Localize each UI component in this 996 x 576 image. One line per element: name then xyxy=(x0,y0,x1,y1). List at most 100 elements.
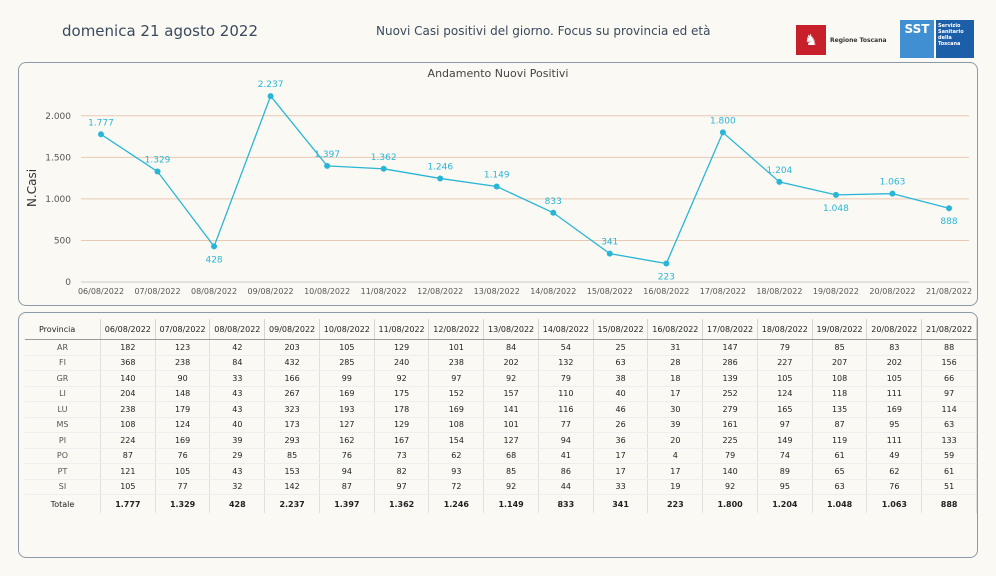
province-cell: GR xyxy=(25,370,101,387)
cases-cell: 108 xyxy=(812,370,868,387)
data-point xyxy=(550,209,557,216)
cases-cell: 77 xyxy=(538,417,594,433)
data-point xyxy=(776,178,783,185)
cases-cell: 133 xyxy=(921,432,977,449)
total-cell: 1.048 xyxy=(812,494,868,513)
data-point xyxy=(98,131,104,138)
cases-cell: 240 xyxy=(374,355,430,371)
x-tick-label: 18/08/2022 xyxy=(756,287,802,296)
x-tick-label: 11/08/2022 xyxy=(361,287,407,296)
province-cell: PO xyxy=(25,448,101,464)
date-column-header: 21/08/2022 xyxy=(921,319,977,340)
cases-cell: 139 xyxy=(702,370,758,387)
cases-cell: 18 xyxy=(647,370,704,387)
pegasus-icon: ♞ xyxy=(796,25,826,55)
cases-cell: 73 xyxy=(374,448,430,464)
cases-cell: 225 xyxy=(702,432,758,449)
cases-cell: 26 xyxy=(593,417,649,433)
cases-cell: 20 xyxy=(647,432,704,449)
cases-cell: 142 xyxy=(264,479,320,495)
cases-cell: 84 xyxy=(209,355,266,371)
cases-cell: 293 xyxy=(264,432,320,449)
cases-cell: 49 xyxy=(866,448,923,464)
cases-cell: 59 xyxy=(921,448,977,464)
cases-cell: 114 xyxy=(921,401,977,418)
data-label: 833 xyxy=(545,197,562,207)
cases-cell: 32 xyxy=(209,479,266,495)
cases-cell: 4 xyxy=(647,448,704,464)
header-date: domenica 21 agosto 2022 xyxy=(62,22,258,40)
cases-cell: 279 xyxy=(702,401,758,418)
data-label: 1.397 xyxy=(314,150,340,160)
total-cell: 1.329 xyxy=(155,494,211,513)
table-row: PI 224 169 39 293 162 167 154 127 94 36 20 225 149 119… xyxy=(25,432,977,449)
cases-cell: 63 xyxy=(812,479,868,495)
cases-cell: 173 xyxy=(264,417,320,433)
date-column-header: 06/08/2022 xyxy=(100,319,156,340)
cases-cell: 161 xyxy=(702,417,758,433)
table-row: PO 87 76 29 85 76 73 62 68 41 17 4 79 74 61 49 59 xyxy=(25,448,977,464)
data-label: 1.149 xyxy=(484,171,510,181)
date-column-header: 10/08/2022 xyxy=(319,319,375,340)
data-label: 1.362 xyxy=(371,153,397,163)
date-column-header: 15/08/2022 xyxy=(593,319,649,340)
date-column-header: 18/08/2022 xyxy=(757,319,813,340)
cases-cell: 286 xyxy=(702,355,758,371)
table-row: AR 182 123 42 203 105 129 101 84 54 25 31 147 79 85 83 8… xyxy=(25,339,977,356)
cases-cell: 169 xyxy=(319,386,375,402)
cases-cell: 169 xyxy=(155,432,211,449)
cases-cell: 63 xyxy=(593,355,649,371)
x-tick-label: 14/08/2022 xyxy=(530,287,576,296)
table-row: GR 140 90 33 166 99 92 97 92 79 38 18 139 105 108 105 66 xyxy=(25,370,977,387)
cases-cell: 154 xyxy=(428,432,485,449)
cases-cell: 105 xyxy=(100,479,156,495)
sst-logo: SST Servizio Sanitario della Toscana xyxy=(900,20,974,58)
data-point xyxy=(946,205,952,212)
data-label: 1.063 xyxy=(880,178,906,188)
cases-cell: 97 xyxy=(757,417,813,433)
cases-cell: 89 xyxy=(757,463,813,480)
province-cell: LU xyxy=(25,401,101,418)
cases-cell: 93 xyxy=(428,463,485,480)
cases-cell: 43 xyxy=(209,463,266,480)
cases-cell: 110 xyxy=(538,386,594,402)
date-column-header: 14/08/2022 xyxy=(538,319,594,340)
cases-cell: 51 xyxy=(921,479,977,495)
cases-cell: 101 xyxy=(483,417,539,433)
cases-cell: 88 xyxy=(921,339,977,356)
total-cell: 888 xyxy=(921,494,977,513)
cases-cell: 28 xyxy=(647,355,704,371)
cases-cell: 92 xyxy=(483,479,539,495)
table-row: PT 121 105 43 153 94 82 93 85 86 17 17 140 89 65 62 61 xyxy=(25,463,977,480)
data-point xyxy=(211,243,218,250)
cases-cell: 203 xyxy=(264,339,320,356)
cases-cell: 267 xyxy=(264,386,320,402)
x-tick-label: 12/08/2022 xyxy=(417,287,463,296)
cases-cell: 124 xyxy=(155,417,211,433)
cases-cell: 33 xyxy=(209,370,266,387)
cases-cell: 111 xyxy=(866,386,923,402)
province-cell: FI xyxy=(25,355,101,371)
data-point xyxy=(719,129,726,136)
y-tick-label: 0 xyxy=(65,278,71,288)
table-row: FI 368 238 84 432 285 240 238 202 132 63 28 286 227 20… xyxy=(25,355,977,371)
cases-cell: 105 xyxy=(757,370,813,387)
total-row: Totale 1.777 1.329 428 2.237 1.397 1.362 1.246 1… xyxy=(25,494,977,513)
cases-cell: 118 xyxy=(812,386,868,402)
data-label: 1.777 xyxy=(88,118,114,128)
cases-cell: 95 xyxy=(866,417,923,433)
x-tick-label: 08/08/2022 xyxy=(191,287,237,296)
cases-cell: 285 xyxy=(319,355,375,371)
cases-cell: 40 xyxy=(593,386,649,402)
x-tick-label: 15/08/2022 xyxy=(587,287,633,296)
cases-cell: 147 xyxy=(702,339,758,356)
table-panel: Provincia 06/08/2022 07/08/2022 08/08/2022… xyxy=(18,312,978,558)
cases-cell: 368 xyxy=(100,355,156,371)
cases-cell: 166 xyxy=(264,370,320,387)
cases-cell: 124 xyxy=(757,386,813,402)
cases-cell: 90 xyxy=(155,370,211,387)
x-tick-label: 21/08/2022 xyxy=(926,287,972,296)
province-cell: AR xyxy=(25,339,101,356)
total-cell: 1.149 xyxy=(483,494,539,513)
cases-cell: 167 xyxy=(374,432,430,449)
